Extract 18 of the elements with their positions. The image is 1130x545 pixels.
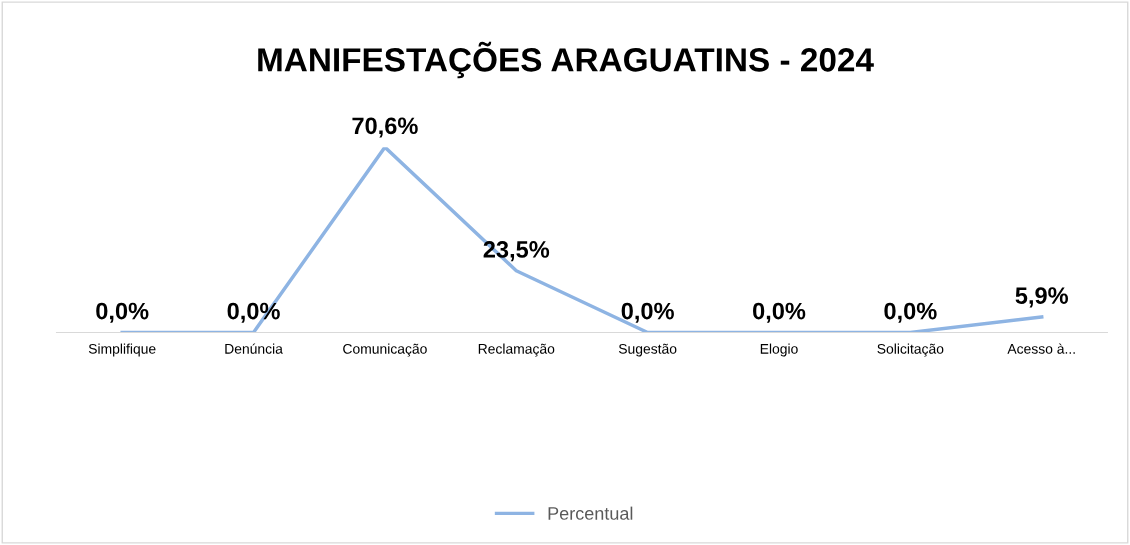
x-tick-label: Comunicação	[343, 343, 427, 357]
x-tick-label: Elogio	[760, 343, 798, 357]
data-label: 23,5%	[483, 241, 550, 262]
data-label: 5,9%	[1015, 287, 1069, 308]
x-tick-label: Denúncia	[225, 343, 283, 354]
x-tick-label: Simplifique	[88, 343, 156, 357]
legend-label: Percentual	[548, 506, 633, 520]
data-label: 0,0%	[884, 302, 937, 323]
chart-title: MANIFESTAÇÕES ARAGUATINS - 2024	[258, 41, 874, 79]
x-tick-label: Acesso à...	[1007, 343, 1075, 354]
x-tick-label: Solicitação	[877, 343, 944, 357]
x-tick-label: Sugestão	[618, 343, 677, 357]
data-label: 70,6%	[352, 117, 418, 138]
data-label: 0,0%	[227, 302, 280, 323]
data-label: 0,0%	[621, 302, 674, 323]
data-label: 0,0%	[96, 302, 149, 323]
x-tick-label: Reclamação	[478, 343, 555, 357]
data-label: 0,0%	[753, 302, 806, 323]
